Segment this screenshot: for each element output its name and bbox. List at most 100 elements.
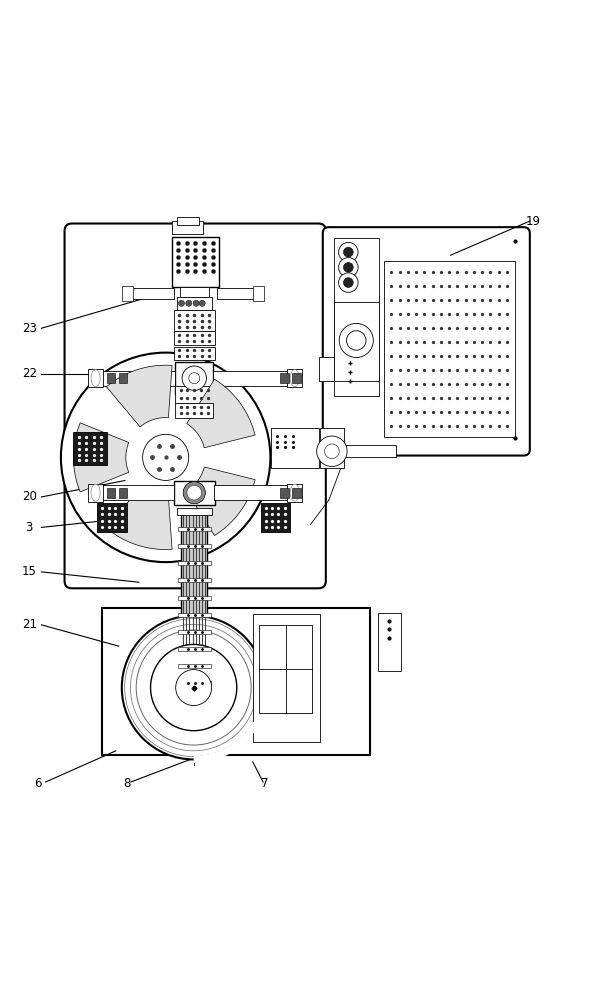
Polygon shape bbox=[187, 467, 255, 536]
Bar bbox=[344, 445, 396, 457]
Bar bbox=[175, 386, 213, 403]
Polygon shape bbox=[107, 365, 172, 427]
Circle shape bbox=[182, 366, 206, 390]
Bar bbox=[178, 681, 211, 685]
Bar bbox=[175, 362, 213, 394]
Bar bbox=[213, 371, 289, 386]
Bar bbox=[280, 373, 289, 383]
Bar bbox=[178, 527, 211, 531]
FancyBboxPatch shape bbox=[323, 227, 530, 456]
Circle shape bbox=[339, 323, 373, 357]
Bar bbox=[214, 485, 287, 500]
Text: 19: 19 bbox=[526, 215, 540, 228]
Bar bbox=[177, 297, 212, 310]
Bar bbox=[287, 369, 302, 387]
Bar bbox=[280, 488, 289, 498]
Text: 22: 22 bbox=[22, 367, 37, 380]
Bar bbox=[384, 261, 515, 437]
Bar bbox=[178, 578, 211, 582]
Bar bbox=[319, 357, 334, 381]
Text: 15: 15 bbox=[22, 565, 37, 578]
Bar bbox=[259, 625, 312, 713]
Bar bbox=[181, 512, 207, 692]
Circle shape bbox=[199, 300, 205, 306]
Circle shape bbox=[178, 300, 185, 306]
Bar bbox=[174, 347, 215, 360]
Bar bbox=[174, 310, 215, 331]
Wedge shape bbox=[183, 482, 205, 504]
Bar bbox=[88, 484, 103, 502]
Bar bbox=[334, 302, 379, 381]
Bar bbox=[107, 373, 115, 383]
Bar bbox=[178, 630, 211, 634]
Circle shape bbox=[339, 273, 358, 292]
Circle shape bbox=[193, 300, 199, 306]
Bar bbox=[178, 544, 211, 548]
Bar bbox=[292, 373, 301, 383]
Bar bbox=[100, 371, 175, 386]
Bar bbox=[122, 286, 133, 301]
Circle shape bbox=[343, 247, 353, 257]
Polygon shape bbox=[107, 488, 172, 550]
Bar bbox=[287, 484, 302, 502]
Circle shape bbox=[317, 436, 347, 467]
Bar bbox=[180, 287, 209, 297]
Circle shape bbox=[343, 278, 353, 287]
Circle shape bbox=[176, 670, 212, 706]
Bar bbox=[128, 288, 174, 299]
Circle shape bbox=[347, 331, 366, 350]
Text: 21: 21 bbox=[22, 618, 37, 631]
Ellipse shape bbox=[290, 484, 299, 501]
Circle shape bbox=[183, 482, 205, 504]
Bar bbox=[217, 288, 256, 299]
Bar bbox=[253, 286, 264, 301]
Circle shape bbox=[186, 300, 192, 306]
Bar bbox=[174, 481, 215, 505]
Bar bbox=[73, 432, 107, 465]
Bar bbox=[178, 613, 211, 617]
Ellipse shape bbox=[91, 370, 100, 387]
Bar bbox=[177, 217, 199, 225]
Bar bbox=[119, 488, 127, 498]
Polygon shape bbox=[74, 423, 128, 492]
Bar bbox=[178, 647, 211, 651]
Bar bbox=[178, 596, 211, 600]
Bar bbox=[172, 237, 219, 287]
Circle shape bbox=[143, 434, 189, 480]
Bar bbox=[107, 488, 115, 498]
Bar bbox=[177, 508, 212, 515]
Bar bbox=[175, 403, 213, 418]
Bar bbox=[253, 614, 320, 742]
Circle shape bbox=[189, 373, 200, 384]
Text: 23: 23 bbox=[22, 322, 37, 335]
Bar bbox=[292, 488, 301, 498]
Circle shape bbox=[339, 242, 358, 262]
FancyBboxPatch shape bbox=[65, 224, 326, 588]
Bar bbox=[261, 503, 290, 532]
Circle shape bbox=[339, 258, 358, 277]
Circle shape bbox=[61, 353, 270, 562]
Text: 6: 6 bbox=[35, 777, 42, 790]
Ellipse shape bbox=[290, 370, 299, 387]
Bar bbox=[334, 238, 379, 396]
Circle shape bbox=[325, 444, 339, 459]
Circle shape bbox=[150, 644, 237, 731]
Bar bbox=[378, 613, 401, 671]
Ellipse shape bbox=[91, 484, 100, 501]
Bar bbox=[172, 221, 203, 234]
Text: 3: 3 bbox=[26, 521, 33, 534]
Circle shape bbox=[343, 262, 353, 272]
Bar bbox=[97, 503, 127, 532]
Bar bbox=[271, 428, 319, 468]
Bar bbox=[174, 331, 215, 345]
Polygon shape bbox=[187, 379, 255, 448]
Bar bbox=[178, 561, 211, 565]
Bar bbox=[100, 485, 174, 500]
Circle shape bbox=[122, 616, 266, 759]
Text: 8: 8 bbox=[123, 777, 130, 790]
Bar bbox=[119, 373, 127, 383]
Bar bbox=[320, 428, 344, 468]
Bar bbox=[178, 664, 211, 668]
Text: 20: 20 bbox=[22, 490, 37, 503]
Bar bbox=[102, 608, 370, 755]
